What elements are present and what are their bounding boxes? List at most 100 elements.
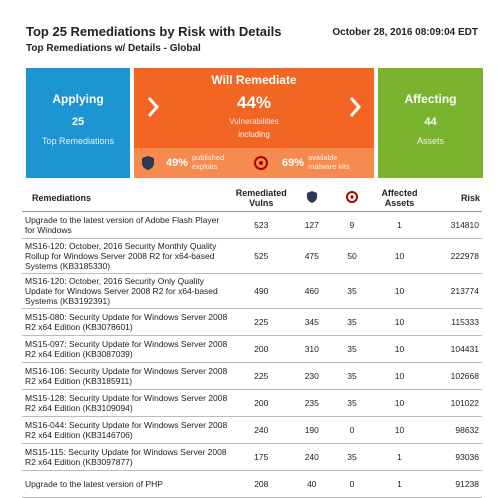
risk: 314810 — [426, 211, 482, 239]
remediation-name: MS16-120: October, 2016 Security Monthly… — [22, 238, 231, 274]
affected-assets: 10 — [372, 335, 427, 363]
remediated-vulns: 225 — [230, 308, 293, 336]
remediation-name: MS15-080: Security Update for Windows Se… — [22, 308, 231, 336]
malware-kits: 35 — [331, 335, 373, 363]
will-remediate-tile: Will Remediate 44% Vulnerabilities inclu… — [134, 68, 374, 178]
tile-value: 44 — [424, 116, 437, 128]
malware-kits: 9 — [331, 211, 373, 239]
subtitle: Top Remediations w/ Details - Global — [26, 43, 201, 54]
column-header: Remediated Vulns — [230, 185, 293, 212]
table-row: MS16-106: Security Update for Windows Se… — [22, 362, 482, 390]
table-row: MS16-120: October, 2016 Security Only Qu… — [22, 273, 482, 309]
tile-value: 25 — [71, 116, 85, 128]
tile-strip: 49% published exploits 69% available mal… — [134, 148, 374, 178]
tile-title: Will Remediate — [211, 73, 297, 87]
risk: 102668 — [426, 362, 482, 390]
table-row: MS15-128: Security Update for Windows Se… — [22, 389, 482, 417]
malware-kits: 35 — [331, 308, 373, 336]
header-row: Remediations Remediated Vulns Affected A… — [22, 185, 482, 212]
malware-icon — [254, 156, 268, 170]
exploits: 235 — [292, 389, 332, 417]
affected-assets: 1 — [372, 211, 427, 239]
malware-value: 69% — [282, 157, 305, 169]
table-row: MS15-097: Security Update for Windows Se… — [22, 335, 482, 363]
remediated-vulns: 523 — [230, 211, 293, 239]
exploits: 345 — [292, 308, 332, 336]
remediation-name: MS16-120: October, 2016 Security Only Qu… — [22, 273, 231, 309]
remediation-table: Remediations Remediated Vulns Affected A… — [22, 185, 482, 498]
page-body: {"header": {"title": "Top 25 Remediation… — [22, 24, 483, 498]
tile-label: including — [238, 130, 270, 139]
malware-kits: 0 — [331, 470, 373, 498]
malware-kits: 35 — [331, 362, 373, 390]
risk: 115333 — [426, 308, 482, 336]
malware-kits: 35 — [331, 273, 373, 309]
applying-tile: Applying 25 Top Remediations — [26, 68, 130, 178]
title: Top 25 Remediations by Risk with Details — [26, 24, 282, 39]
table-body: Upgrade to the latest version of Adobe F… — [22, 211, 482, 498]
tile-label: Vulnerabilities — [229, 117, 279, 126]
remediated-vulns: 200 — [230, 335, 293, 363]
table-row: MS15-115: Security Update for Windows Se… — [22, 443, 482, 471]
exploits: 460 — [292, 273, 332, 309]
table-row: MS16-120: October, 2016 Security Monthly… — [22, 238, 482, 274]
exploits: 240 — [292, 443, 332, 471]
risk: 91238 — [426, 470, 482, 498]
affected-assets: 1 — [372, 443, 427, 471]
remediated-vulns: 240 — [230, 416, 293, 444]
remediated-vulns: 175 — [230, 443, 293, 471]
risk: 101022 — [426, 389, 482, 417]
table-row: Upgrade to the latest version of Adobe F… — [22, 211, 482, 239]
remediated-vulns: 208 — [230, 470, 293, 498]
exploit-icon — [306, 191, 317, 203]
malware-icon — [346, 191, 359, 203]
affected-assets: 10 — [372, 389, 427, 417]
column-header: Remediations — [22, 185, 231, 212]
malware-label: available malware kits — [308, 153, 350, 171]
remediation-name: MS16-106: Security Update for Windows Se… — [22, 362, 231, 390]
chevron-icon — [349, 97, 362, 117]
risk: 104431 — [426, 335, 482, 363]
exploits: 127 — [292, 211, 332, 239]
affected-assets: 10 — [372, 238, 427, 274]
risk: 93036 — [426, 443, 482, 471]
remediation-name: Upgrade to the latest version of Adobe F… — [22, 211, 231, 239]
table-head: Remediations Remediated Vulns Affected A… — [22, 185, 482, 212]
remediation-name: Upgrade to the latest version of PHP — [22, 470, 231, 498]
column-header: Affected Assets — [372, 185, 427, 212]
remediated-vulns: 200 — [230, 389, 293, 417]
remediation-name: MS15-128: Security Update for Windows Se… — [22, 389, 231, 417]
exploits: 40 — [292, 470, 332, 498]
tile-title: Affecting — [404, 92, 457, 106]
remediated-vulns: 525 — [230, 238, 293, 274]
malware-kits: 35 — [331, 389, 373, 417]
remediated-vulns: 490 — [230, 273, 293, 309]
malware-column-header — [331, 185, 373, 212]
column-header: Risk — [426, 185, 482, 212]
exploits-label: published exploits — [192, 153, 225, 171]
tile-label: Top Remediations — [41, 136, 115, 146]
malware-kits: 50 — [331, 238, 373, 274]
table-row: MS15-080: Security Update for Windows Se… — [22, 308, 482, 336]
malware-kits: 0 — [331, 416, 373, 444]
exploit-icon — [142, 156, 154, 170]
tile-value: 44% — [236, 93, 272, 112]
remediated-vulns: 225 — [230, 362, 293, 390]
exploits: 230 — [292, 362, 332, 390]
risk: 98632 — [426, 416, 482, 444]
affected-assets: 10 — [372, 308, 427, 336]
remediation-name: MS15-115: Security Update for Windows Se… — [22, 443, 231, 471]
affected-assets: 10 — [372, 416, 427, 444]
tile-title: Applying — [52, 92, 104, 106]
exploits-value: 49% — [166, 157, 189, 169]
affecting-tile: Affecting 44 Assets — [378, 68, 483, 178]
exploits: 310 — [292, 335, 332, 363]
affected-assets: 10 — [372, 362, 427, 390]
exploits: 190 — [292, 416, 332, 444]
risk: 222978 — [426, 238, 482, 274]
remediation-name: MS15-097: Security Update for Windows Se… — [22, 335, 231, 363]
risk: 213774 — [426, 273, 482, 309]
page: html, body { margin: 0; padding: 0; } bo… — [22, 24, 483, 498]
tile-label: Assets — [416, 136, 444, 146]
affected-assets: 10 — [372, 273, 427, 309]
